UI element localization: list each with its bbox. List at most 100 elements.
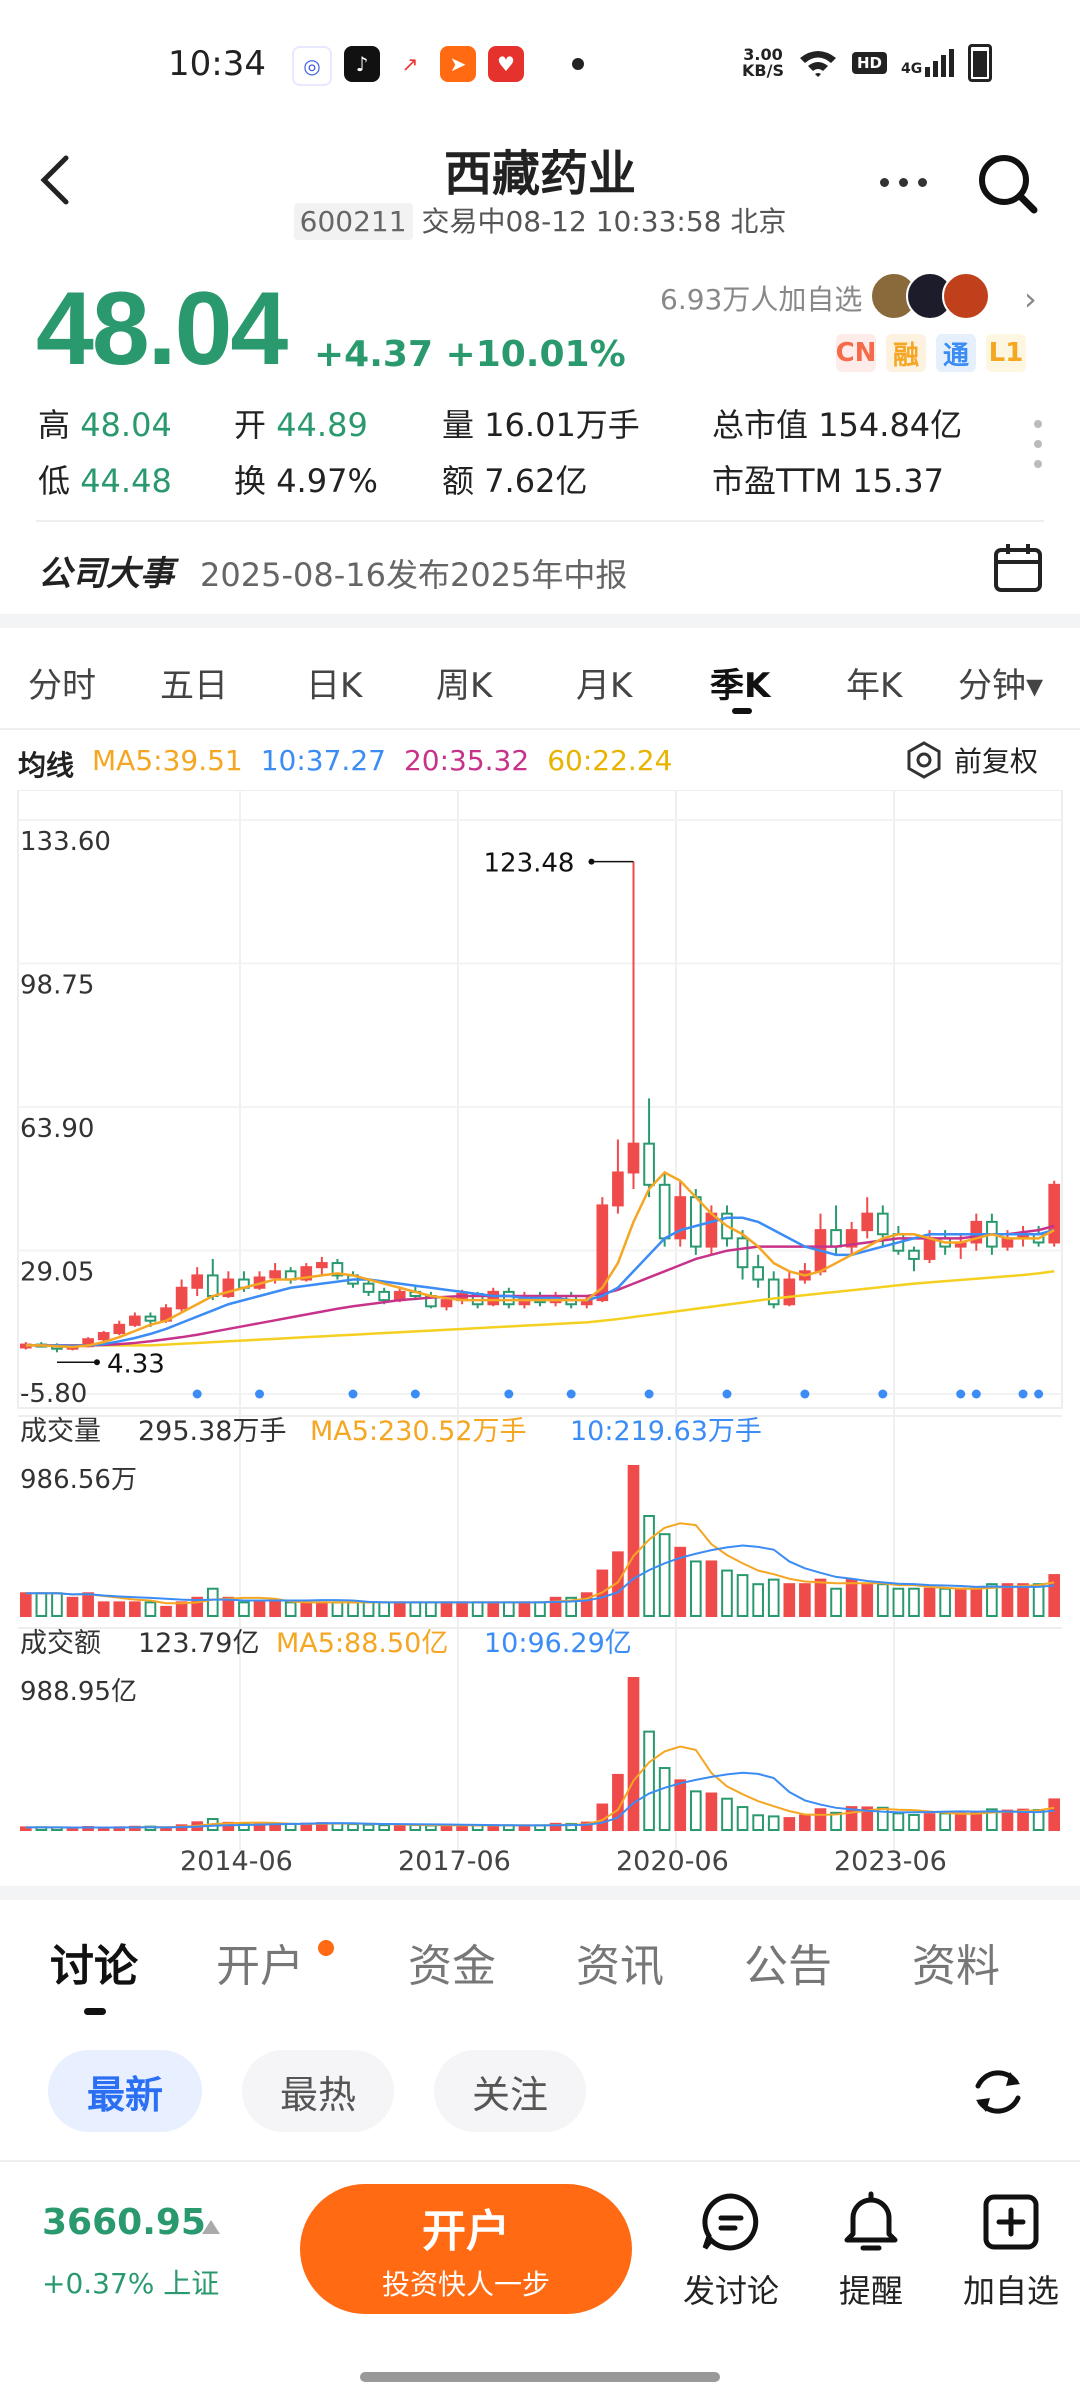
- volume-ma10: 10:219.63万手: [570, 1416, 762, 1447]
- settings-icon: [907, 741, 941, 779]
- volume-bar: [939, 1587, 951, 1618]
- volume-bar: [861, 1583, 874, 1618]
- chevron-right-icon[interactable]: ›: [1024, 280, 1037, 318]
- ma-label: 均线: [18, 749, 75, 782]
- alert-button[interactable]: 提醒: [806, 2190, 936, 2312]
- event-dot: [348, 1389, 358, 1399]
- tab-content[interactable]: 资料: [912, 1941, 1000, 1992]
- candle-body: [269, 1270, 281, 1279]
- ma20-line: [25, 1224, 1055, 1347]
- volume-bar: [284, 1601, 297, 1618]
- tab-period[interactable]: 五日: [160, 666, 228, 706]
- event-text[interactable]: 2025-08-16发布2025年中报: [200, 556, 628, 594]
- volume-ma10-line: [25, 1544, 1055, 1604]
- volume-bar: [206, 1587, 219, 1618]
- amount-bar: [347, 1823, 359, 1831]
- hd-icon: HD: [851, 52, 887, 74]
- tab-period[interactable]: 年K: [846, 666, 903, 706]
- candle-body: [658, 1183, 671, 1240]
- candle-body: [767, 1278, 780, 1306]
- more-notifications-dot: [572, 58, 584, 70]
- volume-bar: [378, 1601, 391, 1618]
- back-icon[interactable]: [36, 150, 76, 210]
- search-icon[interactable]: [976, 152, 1040, 216]
- tab-period[interactable]: 季K: [710, 666, 771, 706]
- expand-stats-icon[interactable]: [1034, 420, 1042, 468]
- amount-bar: [861, 1806, 874, 1832]
- tab-period[interactable]: 月K: [576, 666, 633, 706]
- volume-bar: [1017, 1583, 1029, 1618]
- volume-bar: [425, 1601, 437, 1618]
- tab-content[interactable]: 资金: [408, 1941, 496, 1992]
- volume-bar: [144, 1601, 157, 1618]
- candle-body: [752, 1266, 764, 1281]
- filter-pill[interactable]: 最新: [48, 2050, 202, 2132]
- stock-tag-badge[interactable]: 融: [886, 334, 926, 372]
- event-dot: [566, 1389, 576, 1399]
- watcher-avatars[interactable]: [870, 272, 990, 320]
- price-change: +4.37 +10.01%: [314, 334, 626, 375]
- candle-body: [331, 1262, 344, 1277]
- signal-icon: 4G: [901, 49, 955, 77]
- volume-bar: [908, 1587, 920, 1618]
- refresh-icon[interactable]: [966, 2060, 1030, 2124]
- open-account-button[interactable]: 开户 投资快人一步: [300, 2184, 632, 2314]
- adjust-button[interactable]: 前复权: [904, 740, 1038, 780]
- ma5-value: MA5:39.51: [92, 744, 243, 777]
- event-dot: [504, 1389, 514, 1399]
- section-gap: [0, 1886, 1080, 1900]
- amount-bar: [580, 1821, 593, 1831]
- filter-pill[interactable]: 关注: [434, 2050, 586, 2132]
- more-icon[interactable]: [880, 178, 927, 187]
- tab-content[interactable]: 讨论: [50, 1941, 138, 1992]
- add-watchlist-button[interactable]: 加自选: [946, 2190, 1076, 2312]
- heart-app-icon: ♥: [488, 46, 524, 82]
- amount-ma5: MA5:88.50亿: [276, 1628, 448, 1659]
- page-title: 西藏药业: [443, 146, 636, 202]
- tab-period[interactable]: 周K: [436, 666, 493, 706]
- volume-bar: [674, 1546, 687, 1617]
- volume-bar: [456, 1601, 468, 1618]
- event-title: 公司大事: [38, 554, 174, 594]
- tab-period[interactable]: 日K: [306, 666, 363, 706]
- status-right: 3.00 KB/S HD 4G: [742, 44, 993, 82]
- candle-body: [627, 1142, 640, 1174]
- kline-chart[interactable]: 133.60 98.75 63.90 29.05 -5.80 123.48 4.33 成交量 2…: [0, 790, 1080, 1890]
- stat-volume: 量 16.01万手: [442, 406, 640, 444]
- stock-subtitle: 600211 交易中08-12 10:33:58 北京: [0, 200, 1080, 240]
- volume-bar: [752, 1583, 764, 1618]
- candle-body: [97, 1332, 110, 1341]
- stock-tag-badge[interactable]: CN: [836, 334, 876, 372]
- amount-bar: [1017, 1808, 1029, 1831]
- ma60-line: [25, 1270, 1055, 1347]
- tab-content[interactable]: 公告: [744, 1941, 832, 1992]
- filter-pill[interactable]: 最热: [242, 2050, 394, 2132]
- event-dot: [410, 1389, 420, 1399]
- stock-tag-badge[interactable]: 通: [936, 334, 976, 372]
- watchers-count[interactable]: 6.93万人加自选: [660, 283, 863, 316]
- tab-content[interactable]: 资讯: [576, 1941, 664, 1992]
- calendar-icon[interactable]: [990, 540, 1046, 596]
- amount-bar: [845, 1806, 858, 1832]
- price-axis-label: 133.60: [20, 827, 111, 857]
- volume-bar: [82, 1592, 94, 1617]
- tab-period[interactable]: 分时: [28, 666, 96, 706]
- volume-bar: [736, 1574, 749, 1617]
- tab-period[interactable]: 分钟▾: [958, 666, 1044, 706]
- post-discussion-button[interactable]: 发讨论: [666, 2190, 796, 2312]
- volume-ma5: MA5:230.52万手: [310, 1416, 527, 1447]
- index-value[interactable]: 3660.95: [42, 2202, 206, 2243]
- ma10-line: [25, 1216, 1055, 1348]
- volume-bar: [876, 1583, 889, 1618]
- tab-content[interactable]: 开户: [216, 1941, 304, 1992]
- stock-tag-badge[interactable]: L1: [986, 334, 1026, 372]
- notification-dot: [318, 1940, 334, 1956]
- volume-bar: [129, 1601, 141, 1618]
- index-change[interactable]: +0.37% 上证: [42, 2267, 220, 2300]
- volume-bar: [643, 1515, 655, 1617]
- amount-bar: [1048, 1798, 1061, 1831]
- up-triangle-icon: [202, 2220, 220, 2234]
- candle-body: [736, 1237, 749, 1269]
- candle-body: [908, 1249, 920, 1260]
- event-dot: [1034, 1389, 1044, 1399]
